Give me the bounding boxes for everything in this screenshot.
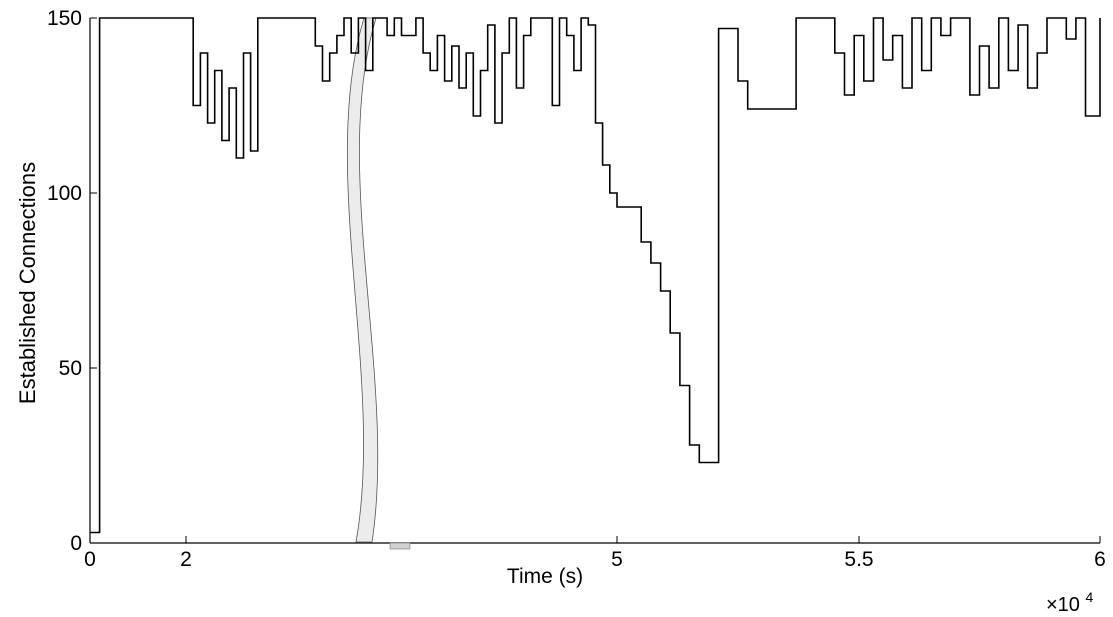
x-ticks: 0 2 5 5.5 6	[84, 536, 1106, 571]
y-tick-label: 150	[47, 7, 82, 30]
y-tick-label: 50	[59, 357, 82, 380]
y-ticks: 0 50 100 150	[47, 7, 97, 555]
y-tick-label: 0	[70, 532, 82, 555]
x-tick-label: 5	[611, 548, 623, 571]
y-tick-label: 100	[47, 182, 82, 205]
x-axis-exponent-power: 4	[1086, 589, 1094, 605]
x-tick-label: 2	[180, 548, 192, 571]
series-line	[90, 17, 1101, 534]
y-axis-label: Established Connections	[15, 162, 40, 404]
x-axis-exponent: ×10 4	[1046, 589, 1094, 616]
x-axis-label: Time (s)	[507, 565, 583, 588]
x-axis-exponent-base: ×10	[1046, 594, 1080, 616]
x-tick-label: 5.5	[844, 548, 873, 571]
axes	[89, 18, 1100, 544]
x-tick-label: 0	[84, 548, 96, 571]
x-tick-label: 6	[1094, 548, 1106, 571]
axis-break-marker	[347, 17, 411, 550]
